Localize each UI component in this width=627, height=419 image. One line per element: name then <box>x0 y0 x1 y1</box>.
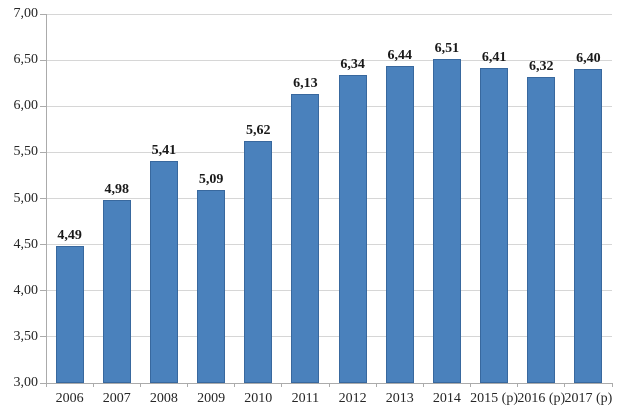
bar-value-label: 5,41 <box>151 142 177 158</box>
x-axis-tick <box>234 383 236 387</box>
y-axis-tick <box>40 105 46 107</box>
bar-2016-p <box>527 76 556 383</box>
y-axis-label: 6,00 <box>13 98 39 114</box>
bar-2010 <box>244 141 273 383</box>
x-axis-tick <box>328 383 330 387</box>
gridline <box>46 244 612 246</box>
x-axis-tick <box>470 383 471 387</box>
bar-2006 <box>55 245 84 383</box>
bar-value-label: 4,98 <box>104 182 130 198</box>
x-axis-label: 2010 <box>244 391 273 406</box>
bar-value-label: 6,41 <box>481 50 507 66</box>
x-axis-label: 2007 <box>102 391 131 406</box>
x-axis-tick <box>187 383 188 387</box>
x-axis-label: 2012 <box>338 391 367 406</box>
x-axis-label: 2011 <box>291 391 320 406</box>
x-axis-tick <box>517 383 519 387</box>
bar-value-label: 6,13 <box>293 76 318 92</box>
bar-2009 <box>197 190 226 383</box>
x-axis-tick <box>281 383 283 387</box>
y-axis-tick <box>40 59 46 61</box>
x-axis-tick <box>139 383 141 387</box>
y-axis-label: 5,00 <box>13 190 39 206</box>
y-axis-tick <box>40 13 46 15</box>
bar-2017-p <box>574 69 603 383</box>
bar-2013 <box>385 65 414 383</box>
bar-value-label: 4,49 <box>57 227 82 243</box>
x-axis-label: 2009 <box>197 391 226 406</box>
bar-2012 <box>338 74 367 383</box>
y-axis-tick <box>40 198 46 199</box>
y-axis-tick <box>40 336 46 338</box>
x-axis-label: 2014 <box>432 391 461 406</box>
y-axis-tick <box>40 382 46 384</box>
gridline <box>46 59 612 61</box>
x-axis-tick <box>375 383 377 387</box>
x-axis-tick <box>92 383 94 387</box>
x-axis-label: 2015 (p) <box>470 391 518 406</box>
gridline <box>46 290 612 292</box>
gridline <box>46 198 612 199</box>
x-axis-label: 2013 <box>385 391 414 406</box>
gridline <box>46 105 612 107</box>
bar-2015-p <box>480 68 509 383</box>
x-axis-tick <box>422 383 424 387</box>
y-axis-label: 4,50 <box>13 236 39 252</box>
y-axis-tick <box>40 290 46 292</box>
bar-value-label: 5,62 <box>246 123 271 139</box>
bar-2011 <box>291 94 320 383</box>
gridline <box>46 336 612 338</box>
gridline <box>46 151 612 153</box>
bar-2007 <box>102 200 131 383</box>
bar-value-label: 6,51 <box>434 41 460 57</box>
y-axis-label: 7,00 <box>13 6 39 21</box>
x-axis-label: 2017 (p) <box>564 391 613 406</box>
bar-value-label: 6,44 <box>387 47 413 63</box>
x-axis-label: 2016 (p) <box>517 391 566 406</box>
y-axis-label: 3,50 <box>13 328 39 344</box>
x-axis-tick <box>564 383 566 387</box>
x-axis-tick <box>611 383 613 387</box>
y-axis-label: 3,00 <box>13 375 39 390</box>
bar-value-label: 6,40 <box>576 51 601 67</box>
y-axis-line <box>45 14 47 387</box>
x-axis-line <box>46 382 613 384</box>
y-axis-label: 6,50 <box>13 52 39 68</box>
bar-value-label: 6,34 <box>340 56 365 72</box>
y-axis-tick <box>40 244 46 246</box>
bar-2014 <box>432 59 461 383</box>
x-axis-label: 2008 <box>149 391 178 406</box>
bar-value-label: 5,09 <box>198 172 224 188</box>
gridline <box>46 13 612 15</box>
y-axis-label: 5,50 <box>13 144 39 160</box>
x-axis-label: 2006 <box>55 391 84 406</box>
y-axis-tick <box>40 151 46 153</box>
bar-2008 <box>149 160 178 383</box>
bar-value-label: 6,32 <box>529 58 554 74</box>
y-axis-label: 4,00 <box>13 282 39 298</box>
